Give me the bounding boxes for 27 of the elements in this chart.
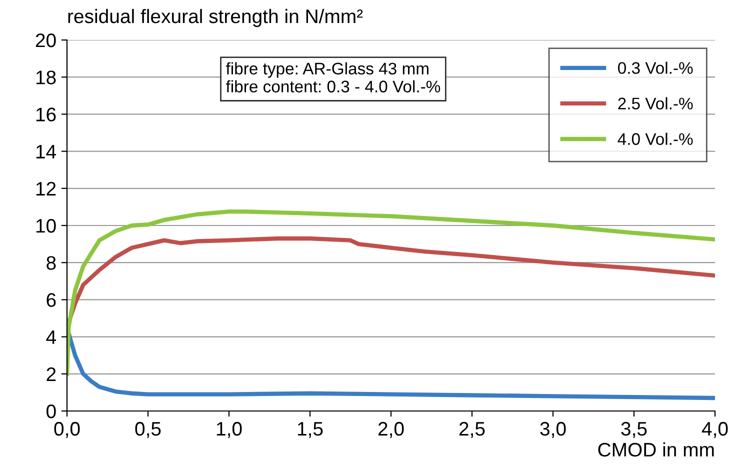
y-tick-label: 20 <box>36 33 56 48</box>
y-tick-label: 2 <box>46 367 56 381</box>
legend-label: 0.3 Vol.-% <box>618 62 693 74</box>
y-tick-label: 8 <box>46 256 56 270</box>
y-tick-label: 18 <box>36 70 56 84</box>
x-tick-label: 0,5 <box>135 422 161 438</box>
x-tick-label: 2,0 <box>378 422 404 438</box>
x-tick-label: 1,5 <box>298 422 323 438</box>
x-axis-title: CMOD in mm <box>598 442 714 457</box>
y-tick-label: 14 <box>36 144 56 158</box>
y-tick-label: 10 <box>36 218 56 233</box>
x-tick-label: 0,0 <box>54 422 80 438</box>
line-series <box>67 210 715 376</box>
y-axis-title: residual flexural strength in N/mm² <box>68 8 363 28</box>
x-tick-label: 2,5 <box>459 422 485 438</box>
x-tick-label: 3,0 <box>540 422 566 438</box>
y-tick-label: 4 <box>46 330 56 344</box>
x-tick-label: 1,0 <box>216 422 242 438</box>
y-tick-label: 6 <box>46 293 56 307</box>
y-tick-label: 16 <box>36 108 56 122</box>
legend-label: 2.5 Vol.-% <box>618 97 693 110</box>
x-tick-label: 3,5 <box>621 422 647 438</box>
legend-label: 4.0 Vol.-% <box>618 132 693 145</box>
annotation: fibre type: AR-Glass 43 mm fibre content: 0.3 - 4.0 Vol.-% <box>226 62 440 92</box>
y-tick-label: 12 <box>36 182 56 196</box>
x-tick-label: 4,0 <box>702 422 728 438</box>
y-tick-label: 0 <box>46 404 56 418</box>
